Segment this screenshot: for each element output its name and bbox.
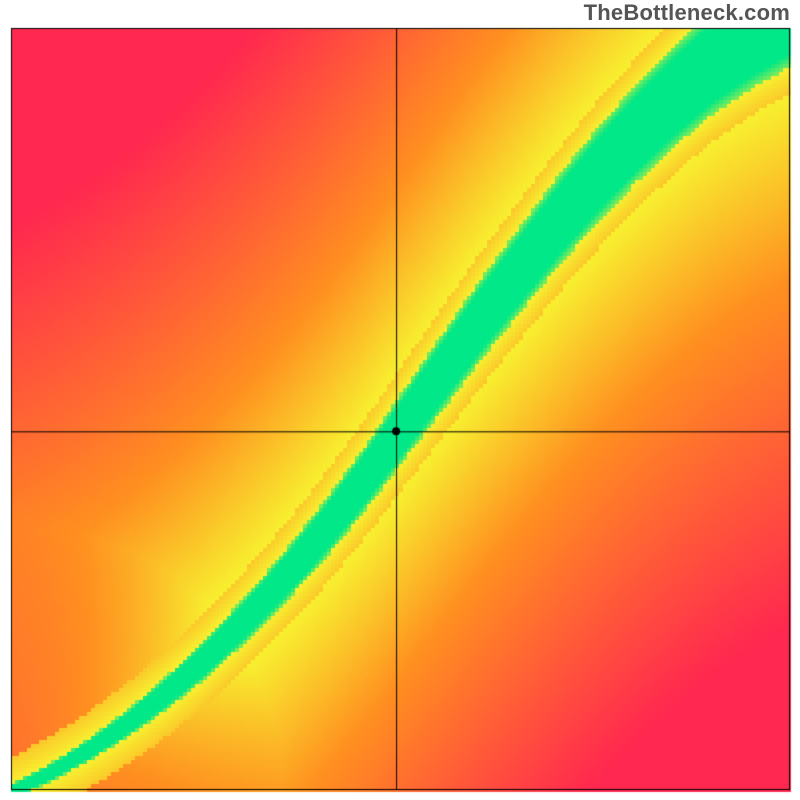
attribution-text: TheBottleneck.com bbox=[584, 0, 790, 26]
bottleneck-heatmap bbox=[0, 0, 800, 800]
